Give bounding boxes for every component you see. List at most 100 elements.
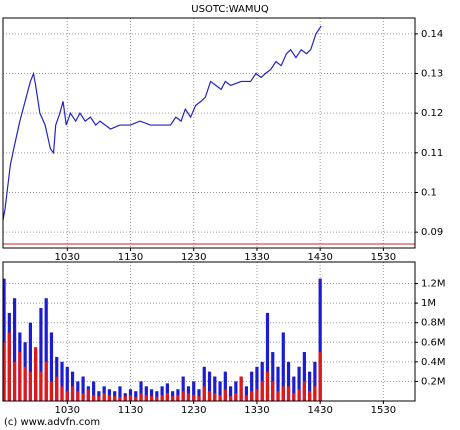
volume-bar	[155, 397, 159, 401]
volume-bar	[292, 376, 296, 401]
volume-bar	[55, 376, 59, 401]
volume-bar	[97, 396, 101, 401]
x-tick-label: 1030	[55, 405, 80, 416]
volume-bar	[7, 332, 11, 401]
volume-bar	[297, 366, 301, 401]
volume-bar	[223, 389, 227, 401]
volume-bar	[65, 366, 69, 401]
x-tick-label: 1330	[244, 252, 269, 263]
volume-bar	[65, 391, 69, 401]
volume-bar	[60, 361, 64, 401]
volume-bar	[271, 352, 275, 401]
plot-frame	[2, 261, 416, 402]
volume-bar	[276, 391, 280, 401]
volume-bar	[186, 393, 191, 401]
volume-bar	[139, 381, 143, 401]
volume-bar	[308, 391, 312, 401]
volume-bar	[28, 371, 32, 401]
volume-bar	[44, 298, 48, 401]
volume-bar	[202, 386, 206, 401]
y-tick-label: 0.2M	[421, 376, 446, 387]
volume-bar	[144, 386, 148, 401]
volume-bar	[18, 352, 22, 401]
volume-bar	[218, 381, 222, 401]
y-tick-label: 0.09	[421, 227, 443, 238]
volume-bar	[39, 371, 43, 401]
y-tick-label: 0.4M	[421, 357, 446, 368]
y-tick-label: 0.11	[421, 148, 443, 159]
volume-bar	[139, 393, 143, 401]
y-tick-label: 0.6M	[421, 337, 446, 348]
volume-bar	[207, 391, 212, 401]
volume-bar	[197, 396, 201, 401]
volume-bar	[302, 352, 306, 401]
y-tick-label: 0.12	[421, 108, 443, 119]
volume-bar	[229, 386, 233, 401]
volume-bar	[155, 391, 159, 401]
volume-bar	[286, 361, 291, 401]
volume-bar	[265, 312, 270, 401]
volume-bar	[218, 395, 222, 401]
volume-bar	[244, 386, 249, 401]
volume-bar	[297, 389, 301, 401]
volume-bar	[244, 395, 249, 401]
volume-bar	[302, 381, 306, 401]
volume-bar	[250, 391, 254, 401]
x-tick-label: 1230	[181, 405, 206, 416]
volume-bar	[281, 332, 285, 401]
volume-bar	[39, 308, 43, 401]
volume-bar	[23, 366, 27, 401]
volume-bar	[102, 393, 106, 401]
volume-bar	[49, 381, 54, 401]
volume-bar	[128, 395, 133, 401]
volume-bar	[192, 395, 196, 401]
volume-bar	[70, 386, 75, 401]
volume-bar	[197, 389, 201, 401]
x-tick-label: 1330	[244, 405, 269, 416]
volume-bar	[81, 393, 85, 401]
volume-bar	[234, 381, 238, 401]
volume-bar	[213, 376, 217, 401]
volume-bar	[176, 395, 180, 401]
volume-bar	[181, 376, 185, 401]
volume-bar	[202, 366, 206, 401]
volume-bar	[44, 361, 48, 401]
volume-bar	[107, 395, 112, 401]
volume-bar	[92, 395, 96, 401]
volume-bar	[255, 389, 259, 401]
volume-bar	[123, 396, 127, 401]
volume-bar	[149, 396, 154, 401]
volume-bar	[207, 371, 212, 401]
y-tick-label: 0.1	[421, 187, 437, 198]
volume-bar	[12, 298, 17, 401]
volume-bar	[260, 381, 264, 401]
volume-bar	[181, 391, 185, 401]
volume-bar	[134, 397, 138, 401]
volume-bar	[213, 393, 217, 401]
y-tick-label: 1M	[421, 298, 436, 309]
volume-bar	[165, 383, 169, 401]
x-tick-label: 1530	[371, 405, 396, 416]
volume-bar	[160, 395, 164, 401]
volume-bar	[223, 371, 227, 401]
volume-bar	[76, 391, 80, 401]
volume-bar	[229, 396, 233, 401]
volume-bar	[149, 389, 154, 401]
volume-bar	[281, 386, 285, 401]
x-tick-label: 1130	[118, 252, 143, 263]
volume-bar	[255, 366, 259, 401]
footer: (c) www.advfn.com	[4, 417, 100, 428]
volume-bar	[49, 332, 54, 401]
volume-bar	[313, 361, 317, 401]
volume-bar	[165, 393, 169, 401]
volume-bar	[171, 396, 175, 401]
volume-bar	[118, 386, 122, 401]
volume-bar	[160, 386, 164, 401]
price-line	[2, 25, 322, 221]
x-tick-label: 1530	[371, 252, 396, 263]
x-tick-label: 1430	[307, 405, 332, 416]
volume-bar	[265, 371, 270, 401]
volume-bar	[192, 381, 196, 401]
y-tick-label: 1.2M	[421, 279, 446, 290]
